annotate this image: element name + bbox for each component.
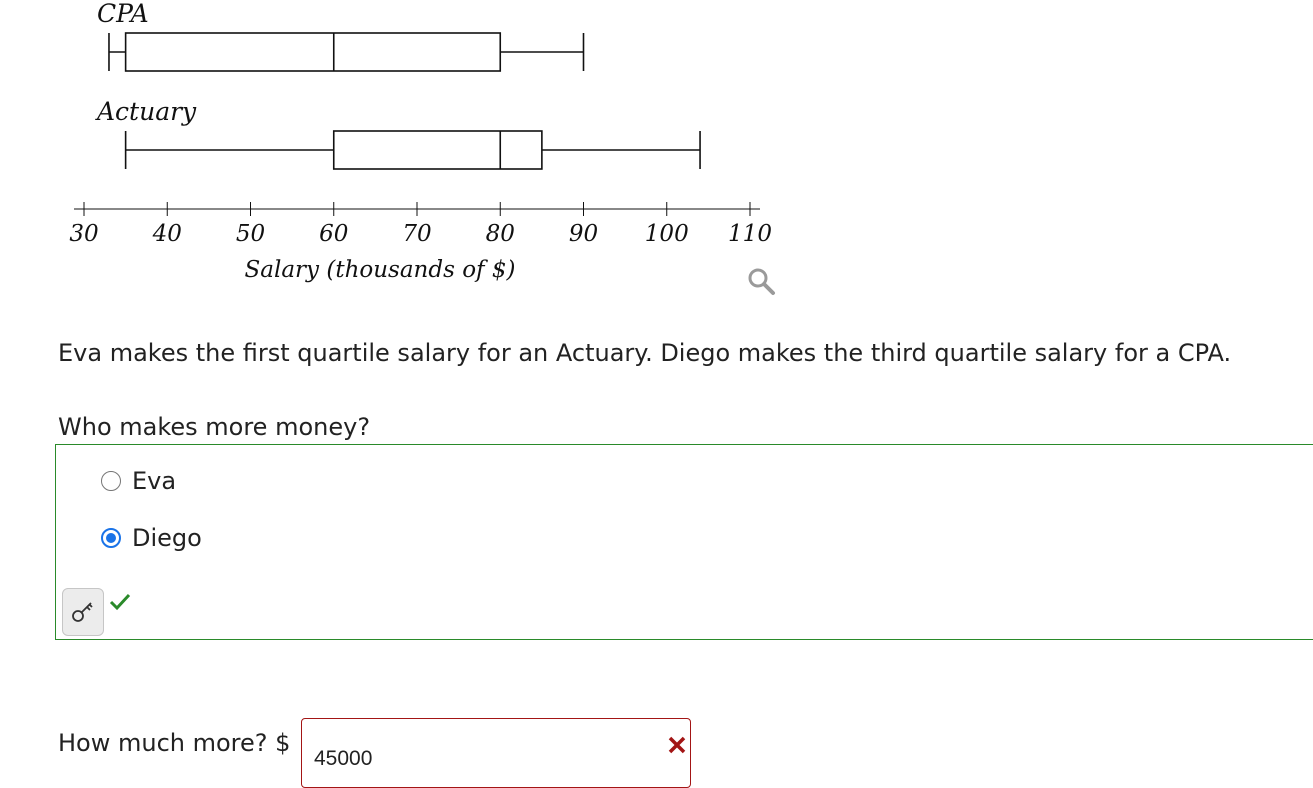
checkmark-icon — [109, 593, 131, 611]
series-label-actuary: Actuary — [95, 97, 197, 126]
choice-eva-label: Eva — [132, 467, 177, 495]
part2-prompt: How much more? $ — [58, 729, 291, 757]
box-actuary — [332, 130, 543, 170]
x-tick-label: 70 — [402, 221, 431, 247]
answer-box: Eva Diego — [55, 444, 1313, 640]
part1-prompt: Who makes more money? — [58, 413, 371, 441]
question-text: Eva makes the first quartile salary for … — [58, 339, 1232, 367]
x-tick-label: 110 — [728, 221, 772, 247]
key-icon — [72, 602, 93, 622]
boxplot-chart: CPA Actuary 30 40 50 60 70 80 90 100 110 Salary (th… — [69, 0, 772, 283]
key-button[interactable] — [62, 588, 104, 636]
x-tick-label: 100 — [645, 221, 689, 247]
choice-diego-label: Diego — [132, 524, 202, 552]
radio-eva[interactable] — [101, 471, 121, 491]
radio-diego[interactable] — [101, 528, 121, 548]
amount-input[interactable] — [301, 718, 691, 788]
magnifier-icon[interactable] — [745, 265, 777, 297]
x-axis-label: Salary (thousands of $) — [245, 257, 516, 283]
x-tick-label: 90 — [569, 221, 598, 247]
x-tick-label: 40 — [152, 221, 182, 247]
choice-eva[interactable]: Eva — [101, 467, 176, 495]
series-label-cpa: CPA — [97, 0, 149, 28]
choice-diego[interactable]: Diego — [101, 524, 202, 552]
x-tick-label: 60 — [319, 221, 348, 247]
x-tick-label: 30 — [69, 221, 98, 247]
x-icon — [668, 736, 686, 754]
x-tick-label: 80 — [486, 221, 515, 247]
box-cpa — [124, 32, 502, 72]
x-tick-label: 50 — [236, 221, 265, 247]
